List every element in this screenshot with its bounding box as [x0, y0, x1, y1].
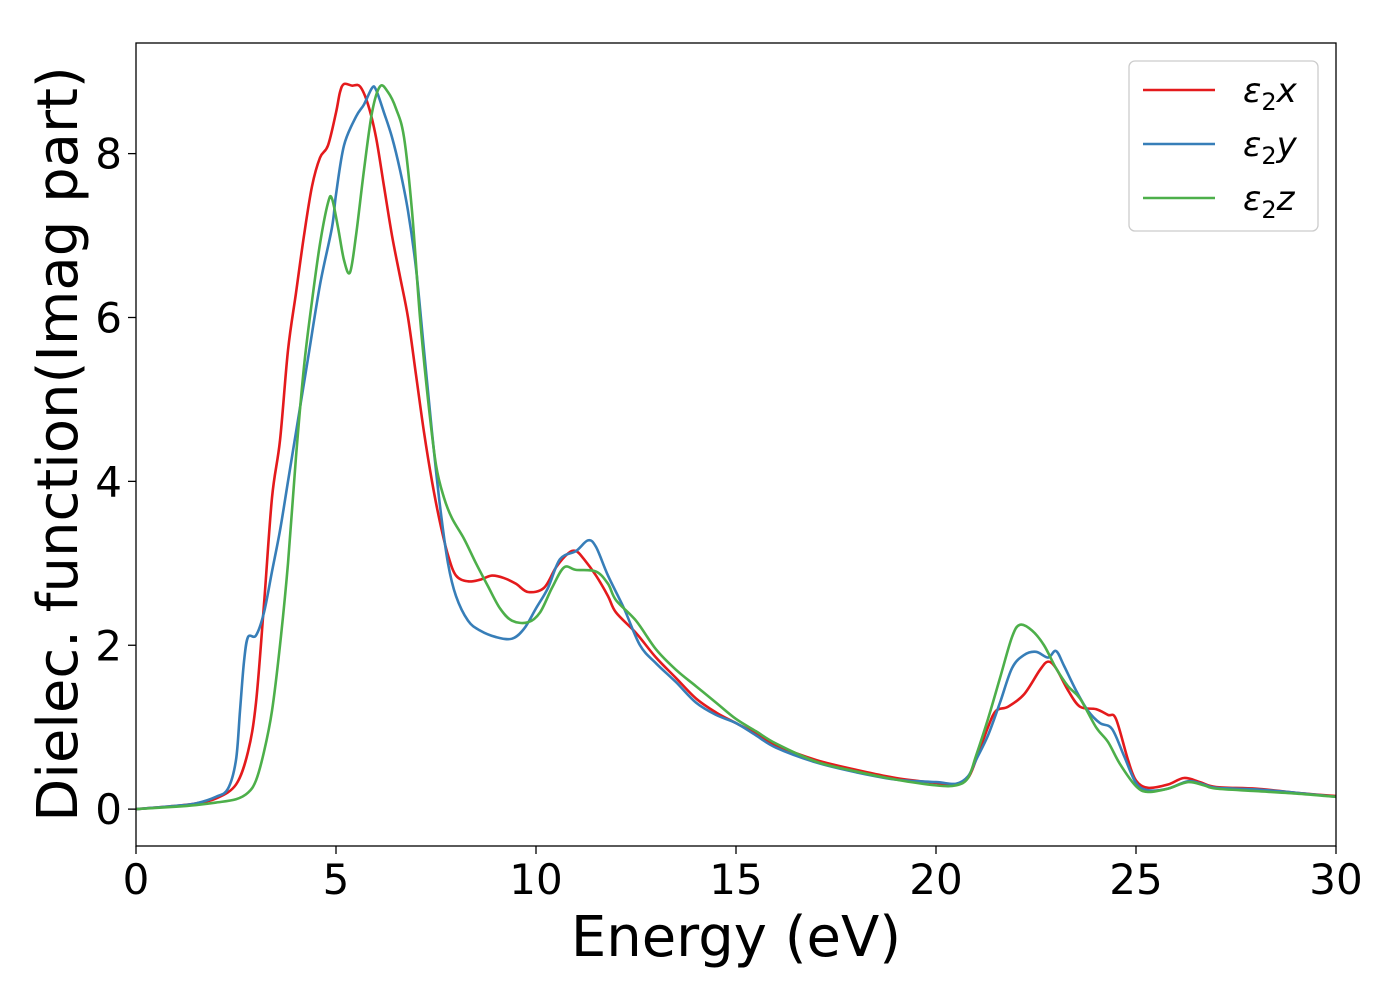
x-tick-label: 20 — [909, 855, 962, 904]
legend-label-z: ε2z — [1243, 179, 1296, 224]
series-line-z — [136, 84, 1336, 811]
x-tick-label: 30 — [1309, 855, 1362, 904]
x-tick-label: 5 — [323, 855, 350, 904]
y-axis-title: Dielec. function(Imag part) — [26, 66, 91, 822]
series-layer — [136, 82, 1336, 811]
legend: ε2x ε2y ε2z — [1128, 60, 1319, 232]
y-tick-label: 0 — [95, 785, 122, 834]
x-axis-ticks: 0 5 10 15 20 25 30 — [123, 846, 1363, 904]
x-tick-label: 25 — [1109, 855, 1162, 904]
y-tick-label: 2 — [95, 621, 122, 670]
y-tick-label: 6 — [95, 293, 122, 342]
legend-box — [1128, 60, 1319, 232]
series-line-y — [136, 85, 1336, 811]
x-tick-label: 15 — [709, 855, 762, 904]
x-tick-label: 0 — [123, 855, 150, 904]
x-tick-label: 10 — [509, 855, 562, 904]
x-axis-title: Energy (eV) — [571, 905, 901, 970]
legend-label-y: ε2y — [1243, 125, 1298, 170]
y-tick-label: 8 — [95, 130, 122, 179]
legend-label-x: ε2x — [1243, 71, 1298, 116]
y-axis-ticks: 0 2 4 6 8 — [95, 130, 136, 834]
y-tick-label: 4 — [95, 457, 122, 506]
